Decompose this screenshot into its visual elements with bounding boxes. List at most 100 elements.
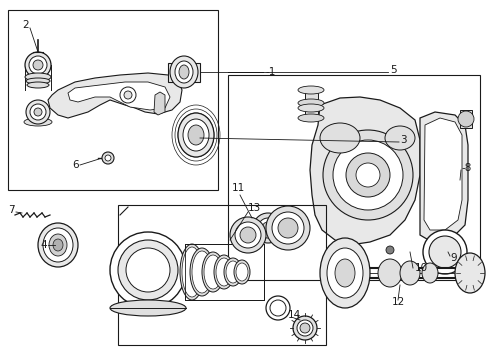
Ellipse shape bbox=[258, 218, 278, 238]
Ellipse shape bbox=[126, 248, 170, 292]
Ellipse shape bbox=[24, 118, 52, 126]
Ellipse shape bbox=[49, 234, 67, 256]
Ellipse shape bbox=[26, 100, 50, 124]
Ellipse shape bbox=[214, 255, 234, 289]
Ellipse shape bbox=[271, 212, 304, 244]
Ellipse shape bbox=[179, 65, 189, 79]
Ellipse shape bbox=[355, 163, 379, 187]
Ellipse shape bbox=[385, 246, 393, 254]
Ellipse shape bbox=[27, 82, 49, 88]
Ellipse shape bbox=[190, 248, 214, 296]
Ellipse shape bbox=[105, 155, 111, 161]
Ellipse shape bbox=[319, 123, 359, 153]
Polygon shape bbox=[48, 73, 182, 118]
Text: 2: 2 bbox=[22, 20, 29, 30]
Text: 3: 3 bbox=[399, 135, 406, 145]
Text: 10: 10 bbox=[414, 263, 427, 273]
Ellipse shape bbox=[377, 259, 401, 287]
Text: 5: 5 bbox=[389, 65, 396, 75]
Ellipse shape bbox=[346, 153, 389, 197]
Bar bbox=[184, 244, 264, 300]
Ellipse shape bbox=[26, 78, 50, 84]
Bar bbox=[118, 205, 325, 345]
Ellipse shape bbox=[235, 222, 261, 248]
Ellipse shape bbox=[384, 126, 414, 150]
Text: -8: -8 bbox=[461, 163, 471, 173]
Polygon shape bbox=[68, 82, 170, 110]
Ellipse shape bbox=[457, 111, 473, 127]
Text: -1: -1 bbox=[265, 67, 276, 77]
Ellipse shape bbox=[252, 213, 283, 243]
Ellipse shape bbox=[192, 251, 212, 293]
Text: 13: 13 bbox=[247, 203, 261, 213]
Ellipse shape bbox=[297, 114, 324, 122]
Ellipse shape bbox=[262, 222, 273, 234]
Ellipse shape bbox=[297, 104, 324, 112]
Ellipse shape bbox=[170, 56, 198, 88]
Ellipse shape bbox=[229, 217, 265, 253]
Ellipse shape bbox=[421, 263, 437, 283]
Ellipse shape bbox=[454, 253, 484, 293]
Ellipse shape bbox=[187, 125, 203, 145]
Ellipse shape bbox=[292, 316, 316, 340]
Bar bbox=[168, 63, 200, 82]
Polygon shape bbox=[423, 118, 461, 230]
Bar bbox=[305, 90, 317, 103]
Ellipse shape bbox=[278, 218, 297, 238]
Polygon shape bbox=[419, 112, 467, 242]
Ellipse shape bbox=[29, 56, 47, 74]
Ellipse shape bbox=[224, 258, 242, 286]
Ellipse shape bbox=[25, 52, 51, 78]
Text: 12: 12 bbox=[391, 297, 405, 307]
Bar bbox=[254, 222, 280, 234]
Text: 14: 14 bbox=[287, 310, 301, 320]
Ellipse shape bbox=[203, 255, 222, 289]
Ellipse shape bbox=[102, 152, 114, 164]
Ellipse shape bbox=[202, 252, 224, 292]
Text: 6: 6 bbox=[72, 160, 79, 170]
Ellipse shape bbox=[120, 87, 136, 103]
Ellipse shape bbox=[178, 113, 214, 157]
Ellipse shape bbox=[296, 320, 312, 336]
Ellipse shape bbox=[175, 61, 193, 83]
Ellipse shape bbox=[183, 119, 208, 151]
Ellipse shape bbox=[297, 99, 324, 107]
Text: 7: 7 bbox=[8, 205, 15, 215]
Ellipse shape bbox=[34, 108, 42, 116]
Ellipse shape bbox=[422, 230, 466, 274]
Ellipse shape bbox=[216, 258, 231, 286]
Ellipse shape bbox=[43, 228, 73, 262]
Text: 9: 9 bbox=[449, 253, 456, 263]
Ellipse shape bbox=[30, 104, 46, 120]
Ellipse shape bbox=[180, 244, 203, 300]
Bar bbox=[305, 108, 317, 118]
Ellipse shape bbox=[225, 261, 240, 283]
Ellipse shape bbox=[334, 259, 354, 287]
Ellipse shape bbox=[326, 248, 362, 298]
Bar bbox=[227, 75, 479, 280]
Ellipse shape bbox=[399, 261, 419, 285]
Ellipse shape bbox=[53, 239, 63, 251]
Ellipse shape bbox=[25, 73, 51, 81]
Ellipse shape bbox=[234, 260, 249, 284]
Ellipse shape bbox=[236, 263, 247, 281]
Ellipse shape bbox=[33, 60, 43, 70]
Bar bbox=[459, 110, 471, 128]
Bar bbox=[8, 10, 218, 190]
Ellipse shape bbox=[297, 86, 324, 94]
Ellipse shape bbox=[299, 323, 309, 333]
Ellipse shape bbox=[118, 240, 178, 300]
Ellipse shape bbox=[428, 236, 460, 268]
Ellipse shape bbox=[124, 91, 132, 99]
Polygon shape bbox=[154, 92, 164, 115]
Ellipse shape bbox=[182, 247, 202, 297]
Ellipse shape bbox=[265, 296, 289, 320]
Ellipse shape bbox=[38, 223, 78, 267]
Ellipse shape bbox=[110, 300, 185, 316]
Ellipse shape bbox=[323, 130, 412, 220]
Ellipse shape bbox=[319, 238, 369, 308]
Ellipse shape bbox=[110, 232, 185, 308]
Polygon shape bbox=[309, 97, 419, 245]
Ellipse shape bbox=[240, 227, 256, 243]
Text: 4: 4 bbox=[40, 240, 46, 250]
